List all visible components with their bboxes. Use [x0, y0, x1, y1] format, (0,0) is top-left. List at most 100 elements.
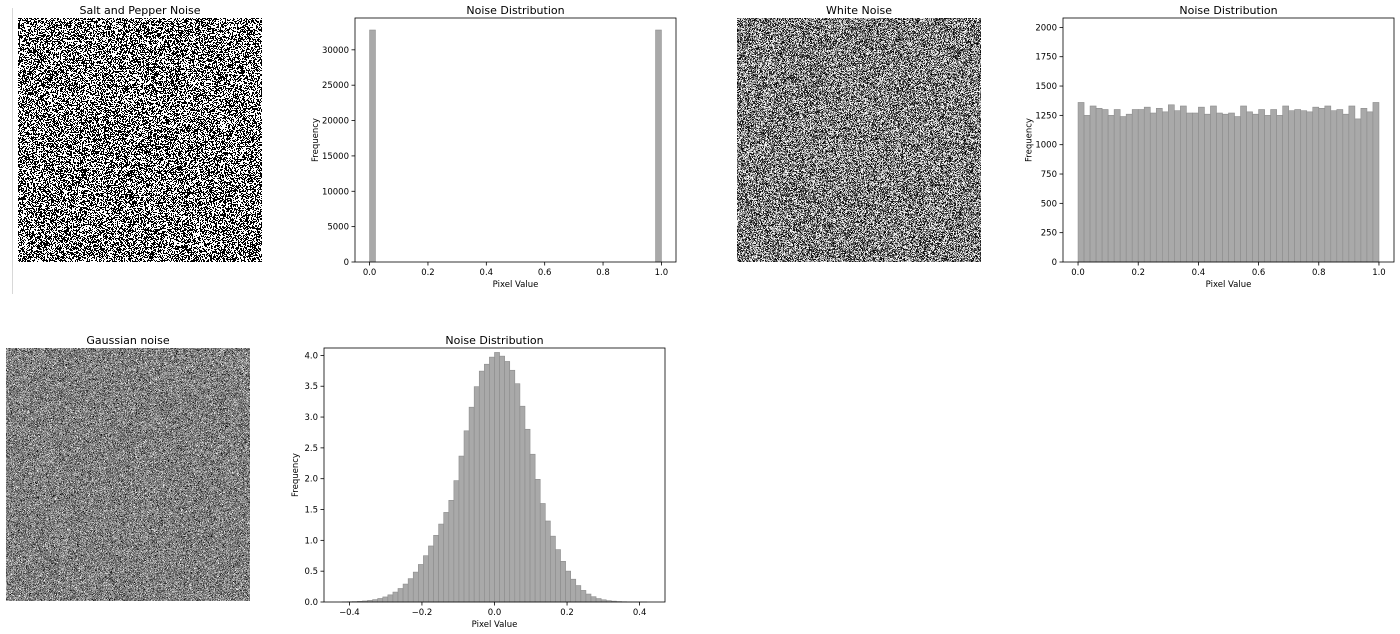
- y-tick-label: 4.0: [304, 351, 318, 361]
- image-title-gaussian: Gaussian noise: [86, 334, 170, 347]
- x-tick-label: 1.0: [1372, 268, 1386, 278]
- x-tick-label: 0.4: [1192, 268, 1206, 278]
- histogram-bar: [489, 356, 495, 603]
- y-tick-label: 1000: [1035, 141, 1057, 151]
- y-tick-label: 10000: [322, 187, 349, 197]
- histogram-bar: [428, 545, 434, 603]
- histogram-bar: [514, 383, 521, 603]
- histogram-bar: [458, 455, 465, 603]
- x-axis-label: Pixel Value: [1206, 280, 1252, 290]
- histogram-bar: [494, 352, 500, 603]
- histogram-bar: [402, 583, 409, 603]
- y-tick-label: 20000: [322, 117, 349, 127]
- histogram-bar: [473, 386, 480, 603]
- histogram-bar: [407, 578, 414, 603]
- histogram-bar: [565, 570, 571, 603]
- gaussian-noise-image: [6, 348, 250, 601]
- y-tick-label: 1250: [1035, 111, 1057, 121]
- histogram-bar: [499, 355, 505, 603]
- chart-title: Noise Distribution: [466, 4, 564, 17]
- left-separator: [12, 8, 13, 294]
- y-tick-label: 500: [1041, 199, 1057, 209]
- y-tick-label: 1.0: [304, 536, 318, 546]
- x-tick-label: 0.0: [363, 268, 377, 278]
- histogram-bar: [463, 430, 470, 603]
- histogram-bar: [382, 596, 389, 603]
- histogram-bar: [453, 480, 460, 603]
- x-tick-label: 0.8: [1312, 268, 1326, 278]
- histogram-bar: [519, 405, 526, 603]
- y-tick-label: 1750: [1035, 53, 1057, 63]
- y-tick-label: 2.5: [304, 444, 318, 454]
- image-title-salt-pepper: Salt and Pepper Noise: [79, 4, 201, 17]
- y-tick-label: 0: [1052, 258, 1057, 268]
- histogram-bar: [412, 571, 419, 603]
- y-tick-label: 15000: [322, 152, 349, 162]
- histogram-bar: [478, 370, 485, 603]
- y-tick-label: 2000: [1035, 23, 1057, 33]
- histogram-bar: [585, 593, 592, 603]
- chart-title: Noise Distribution: [445, 334, 543, 347]
- x-tick-label: −0.2: [412, 608, 433, 618]
- y-tick-label: 5000: [327, 223, 349, 233]
- x-tick-label: 1.0: [655, 268, 669, 278]
- salt-pepper-noise-image: [18, 18, 262, 262]
- x-tick-label: 0.6: [538, 268, 552, 278]
- histogram-bar: [504, 361, 511, 603]
- y-tick-label: 25000: [322, 81, 349, 91]
- image-title-white-noise: White Noise: [826, 4, 892, 17]
- histogram-bar: [433, 535, 439, 603]
- histogram-bar: [529, 453, 536, 603]
- histogram-bar: [560, 561, 566, 603]
- plot-frame: [354, 17, 677, 263]
- y-tick-label: 0: [344, 258, 349, 268]
- y-tick-label: 750: [1041, 170, 1057, 180]
- histogram-bar: [575, 585, 582, 603]
- y-tick-label: 0.5: [304, 567, 318, 577]
- histogram-bar: [539, 503, 546, 603]
- histogram-bar: [468, 406, 475, 603]
- y-tick-label: 30000: [322, 46, 349, 56]
- x-tick-label: 0.2: [560, 608, 574, 618]
- y-tick-label: 250: [1041, 229, 1057, 239]
- histogram-bar: [555, 549, 561, 603]
- histogram-bar: [443, 512, 450, 603]
- histogram-bar: [484, 363, 490, 603]
- x-axis-label: Pixel Value: [472, 620, 518, 630]
- histogram-bar: [448, 500, 455, 603]
- histogram-bar: [392, 591, 399, 603]
- histogram-bar: [387, 594, 394, 603]
- x-tick-label: 0.4: [633, 608, 647, 618]
- chart-title: Noise Distribution: [1179, 4, 1277, 17]
- histogram-bar: [550, 535, 556, 603]
- histogram-bar: [438, 523, 445, 603]
- y-tick-label: 3.0: [304, 413, 318, 423]
- x-tick-label: 0.8: [596, 268, 610, 278]
- histogram-bar: [595, 598, 602, 603]
- y-tick-label: 2.0: [304, 475, 318, 485]
- y-tick-label: 1500: [1035, 82, 1057, 92]
- histogram-bar: [570, 578, 577, 603]
- histogram-bar: [377, 598, 384, 603]
- histogram-bar: [580, 590, 587, 603]
- histogram-bar: [544, 520, 551, 603]
- x-axis-label: Pixel Value: [493, 280, 539, 290]
- y-tick-label: 0.0: [304, 598, 318, 608]
- x-tick-label: −0.4: [339, 608, 360, 618]
- y-axis-label: Frequency: [1024, 118, 1034, 162]
- x-tick-label: 0.2: [1131, 268, 1145, 278]
- x-tick-label: 0.0: [488, 608, 502, 618]
- plot-frame: [1062, 17, 1395, 263]
- histogram-bar: [509, 369, 516, 603]
- y-tick-label: 1.5: [304, 506, 318, 516]
- histogram-bar: [524, 428, 531, 603]
- histogram-bar: [397, 588, 404, 603]
- x-tick-label: 0.6: [1252, 268, 1266, 278]
- y-tick-label: 3.5: [304, 382, 318, 392]
- histogram-bar: [590, 596, 597, 603]
- histogram-bar: [534, 479, 541, 603]
- y-axis-label: Frequency: [291, 453, 301, 497]
